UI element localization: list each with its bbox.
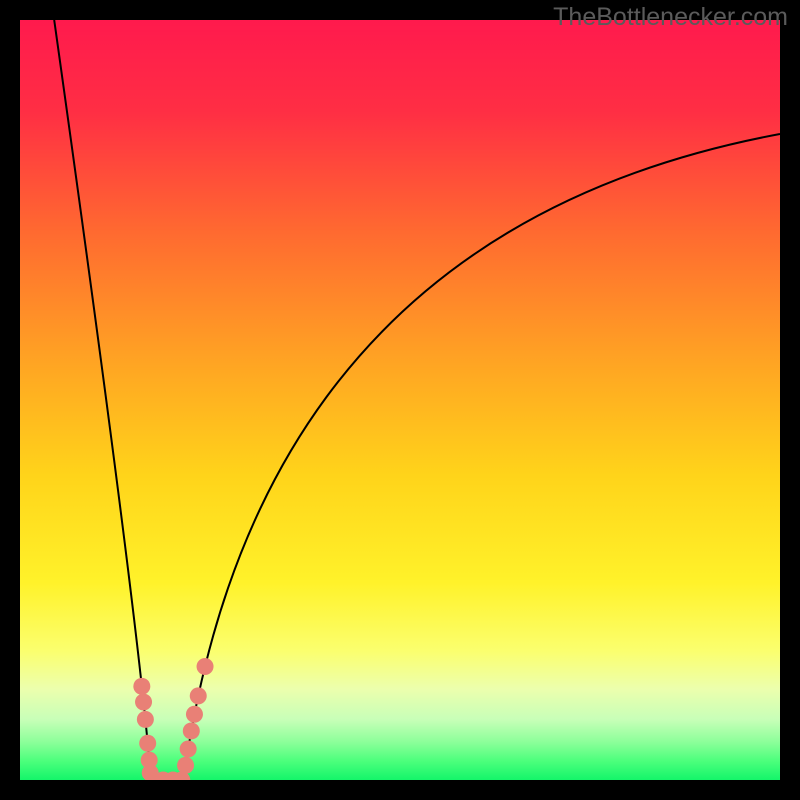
- marker-point: [180, 740, 197, 757]
- marker-point: [197, 658, 214, 675]
- watermark-text: TheBottlenecker.com: [553, 3, 788, 32]
- marker-point: [177, 757, 194, 774]
- marker-point: [139, 735, 156, 752]
- plot-area: [20, 20, 780, 780]
- marker-point: [190, 687, 207, 704]
- plot-svg: [20, 20, 780, 780]
- marker-point: [183, 722, 200, 739]
- marker-point: [186, 706, 203, 723]
- gradient-background: [20, 20, 780, 780]
- marker-point: [137, 711, 154, 728]
- marker-point: [135, 694, 152, 711]
- chart-frame: TheBottlenecker.com: [0, 0, 800, 800]
- marker-point: [133, 678, 150, 695]
